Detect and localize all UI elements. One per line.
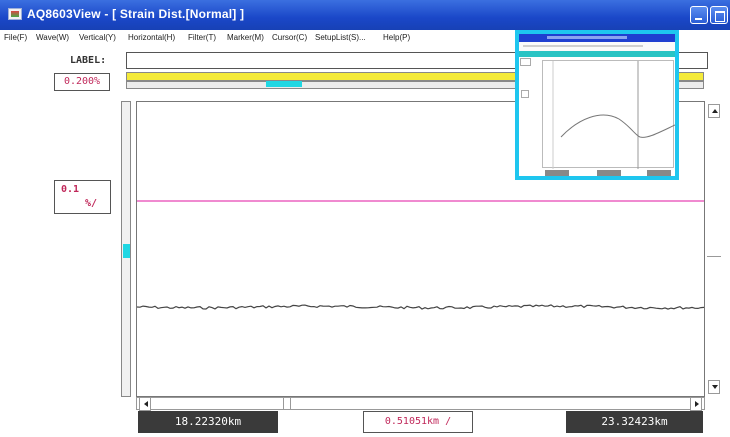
thumbnail-readout-left xyxy=(545,170,569,176)
arrow-down-icon[interactable] xyxy=(708,380,720,394)
menu-horizontal[interactable]: Horizontal(H) xyxy=(128,33,176,42)
end-distance-readout: 23.32423km xyxy=(566,411,703,433)
app-icon[interactable] xyxy=(8,8,22,20)
vertical-scale-unit: %/ xyxy=(85,198,98,209)
thumbnail-readout-right xyxy=(647,170,671,176)
horizontal-scrollbar[interactable] xyxy=(136,397,705,411)
arrow-up-icon[interactable] xyxy=(708,104,720,118)
thumbnail-value-box xyxy=(520,58,531,66)
division-readout[interactable]: 0.51051km / xyxy=(363,411,473,433)
window-title: AQ8603View - [ Strain Dist.[Normal] ] xyxy=(27,7,245,21)
menu-vertical[interactable]: Vertical(Y) xyxy=(79,33,116,42)
overview-marker[interactable] xyxy=(266,81,302,87)
vertical-scale-box: 0.1 %/ xyxy=(54,180,111,214)
menu-setuplist[interactable]: SetupList(S)... xyxy=(315,33,366,42)
vertical-position-marker[interactable] xyxy=(123,244,130,258)
minimize-icon[interactable] xyxy=(690,6,708,24)
vertical-scale-value: 0.1 xyxy=(61,184,80,195)
window-thumbnail-overlay[interactable] xyxy=(515,30,679,180)
thumbnail-scale-box xyxy=(521,90,529,98)
thumbnail-menu-bar xyxy=(519,42,675,51)
maximize-icon[interactable] xyxy=(710,6,728,24)
overview-bar[interactable] xyxy=(126,72,704,81)
menu-marker[interactable]: Marker(M) xyxy=(227,33,264,42)
thumbnail-plot-svg xyxy=(552,61,675,169)
menu-cursor[interactable]: Cursor(C) xyxy=(272,33,308,42)
arrow-right-icon[interactable] xyxy=(690,397,702,411)
overview-track[interactable] xyxy=(126,81,704,89)
vertical-scroll-thumb[interactable] xyxy=(707,249,721,257)
horizontal-scroll-thumb[interactable] xyxy=(283,398,291,409)
thumbnail-plot xyxy=(542,60,675,169)
title-bar: AQ8603View - [ Strain Dist.[Normal] ] xyxy=(0,0,730,30)
thumbnail-trace xyxy=(560,114,675,138)
strain-value-box: 0.200% xyxy=(54,73,110,91)
label-caption: LABEL: xyxy=(70,55,107,66)
menu-file[interactable]: File(F) xyxy=(4,33,28,42)
arrow-left-icon[interactable] xyxy=(139,397,151,411)
menu-filter[interactable]: Filter(T) xyxy=(188,33,216,42)
thumbnail-overview-bar xyxy=(519,51,675,57)
start-distance-readout: 18.22320km xyxy=(138,411,278,433)
menu-help[interactable]: Help(P) xyxy=(383,33,411,42)
menu-wave[interactable]: Wave(W) xyxy=(36,33,70,42)
strain-trace xyxy=(137,304,704,310)
thumbnail-title-bar xyxy=(519,34,675,42)
vertical-scrollbar[interactable] xyxy=(707,101,721,397)
thumbnail-readout-mid xyxy=(597,170,621,176)
waveform-svg xyxy=(137,200,704,310)
